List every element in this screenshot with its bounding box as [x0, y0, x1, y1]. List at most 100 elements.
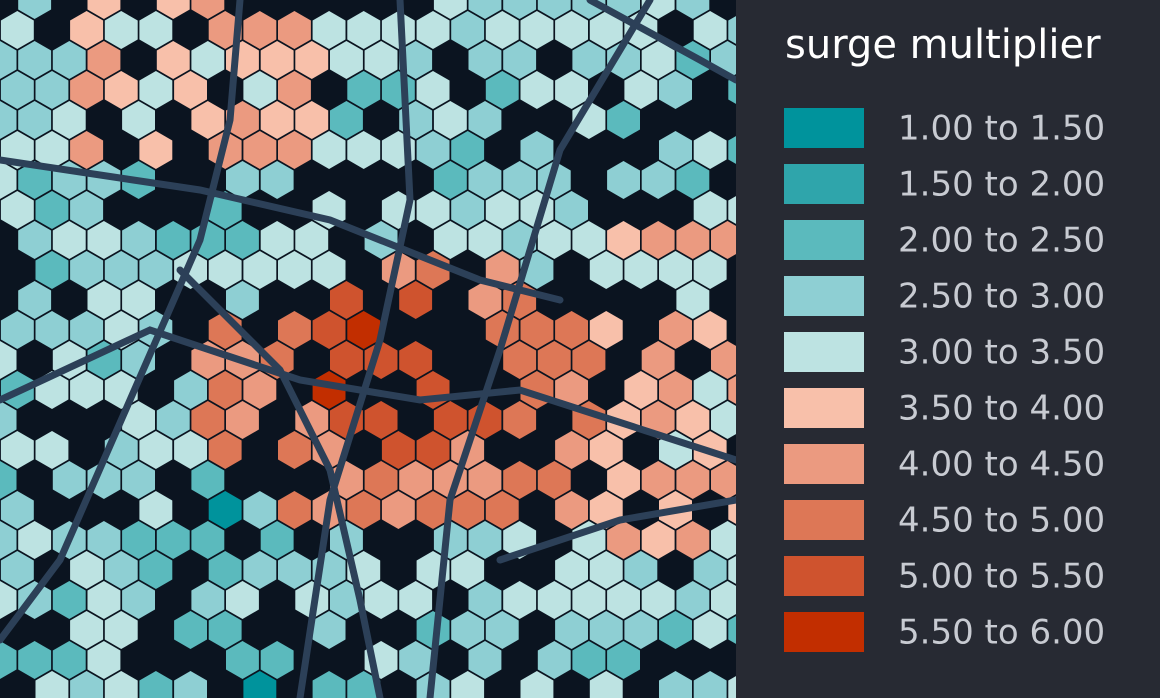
- hex-cell: [451, 551, 485, 589]
- hex-cell: [676, 461, 710, 499]
- hex-cell: [364, 401, 398, 439]
- hex-cell: [139, 551, 173, 589]
- hex-cell: [711, 341, 744, 379]
- hex-cell: [174, 431, 207, 469]
- hex-cell: [676, 401, 710, 439]
- hex-cell: [711, 461, 744, 499]
- hex-cell: [399, 341, 433, 379]
- hex-cell: [711, 221, 744, 259]
- hex-cell: [485, 491, 519, 529]
- hex-cell: [416, 71, 450, 109]
- legend-label: 1.00 to 1.50: [898, 109, 1105, 149]
- hex-cell: [555, 431, 588, 469]
- hex-cell: [468, 161, 502, 199]
- hex-cell: [87, 521, 121, 559]
- hex-cell: [278, 551, 311, 589]
- hex-cell: [451, 611, 485, 649]
- hex-cell: [693, 371, 727, 409]
- hex-cell: [416, 131, 450, 169]
- hex-cell: [139, 11, 173, 49]
- hex-cell: [208, 431, 242, 469]
- hex-cell: [572, 341, 606, 379]
- legend-swatch: [784, 108, 864, 148]
- hex-cell: [278, 431, 311, 469]
- hex-cell: [156, 221, 190, 259]
- hex-cell: [208, 491, 242, 529]
- hex-cell: [312, 311, 346, 349]
- hex-cell: [70, 311, 104, 349]
- hex-cell: [468, 41, 502, 79]
- hex-cell: [104, 671, 138, 698]
- hex-cell: [555, 311, 588, 349]
- hex-cell: [693, 191, 727, 229]
- hex-cell: [433, 401, 467, 439]
- hex-cell: [139, 131, 173, 169]
- hex-cell: [416, 431, 450, 469]
- road: [176, 266, 384, 698]
- hex-cell: [226, 281, 259, 319]
- hex-cell: [0, 311, 34, 349]
- hex-cell: [572, 641, 606, 679]
- hex-cell: [659, 611, 692, 649]
- hex-cell: [503, 581, 537, 619]
- hex-cell: [520, 671, 554, 698]
- hex-cell: [537, 581, 571, 619]
- hex-cell: [485, 191, 519, 229]
- hex-cell: [243, 11, 277, 49]
- hex-cell: [572, 41, 606, 79]
- legend-swatch: [784, 388, 864, 428]
- hex-cell: [70, 671, 104, 698]
- road: [0, 156, 564, 304]
- hex-cell: [70, 551, 104, 589]
- hex-cell: [243, 491, 277, 529]
- hex-cell: [0, 431, 34, 469]
- hex-cell: [555, 371, 588, 409]
- hex-cell: [87, 0, 121, 19]
- hex-cell: [312, 431, 346, 469]
- hex-cell: [191, 521, 225, 559]
- hex-cell: [433, 161, 467, 199]
- hex-cell: [607, 41, 640, 79]
- hex-cell: [451, 491, 485, 529]
- hex-cell: [693, 311, 727, 349]
- hex-cell: [433, 0, 467, 19]
- legend-swatch: [784, 164, 864, 204]
- hex-cell: [537, 341, 571, 379]
- hex-cell: [0, 491, 34, 529]
- hex-cell: [399, 41, 433, 79]
- hex-cell: [555, 11, 588, 49]
- hex-cell: [18, 281, 52, 319]
- hex-cell: [468, 461, 502, 499]
- hex-cell: [18, 521, 52, 559]
- hex-cell: [35, 71, 69, 109]
- hex-cell: [122, 461, 155, 499]
- hex-cell: [87, 41, 121, 79]
- hex-cell: [607, 101, 640, 139]
- hex-cell: [312, 671, 346, 698]
- hex-cell: [676, 0, 710, 19]
- hex-cell: [347, 491, 381, 529]
- hex-cell: [520, 11, 554, 49]
- hex-cell: [624, 71, 658, 109]
- hex-cell: [87, 221, 121, 259]
- hex-cell: [416, 491, 450, 529]
- hex-cell: [693, 131, 727, 169]
- hex-cell: [243, 671, 277, 698]
- hex-cell: [589, 311, 623, 349]
- hex-cell: [468, 521, 502, 559]
- hex-cell: [468, 221, 502, 259]
- hex-cell: [433, 221, 467, 259]
- hex-cell: [485, 71, 519, 109]
- hex-cell: [711, 581, 744, 619]
- hex-cell: [0, 341, 17, 379]
- hex-cell: [156, 0, 190, 19]
- hex-cell: [278, 71, 311, 109]
- hex-cell: [589, 551, 623, 589]
- hex-cell: [641, 41, 675, 79]
- hex-cell: [156, 521, 190, 559]
- hex-cell: [641, 221, 675, 259]
- hex-cell: [52, 101, 86, 139]
- hex-cell: [503, 401, 537, 439]
- hex-cell: [641, 341, 675, 379]
